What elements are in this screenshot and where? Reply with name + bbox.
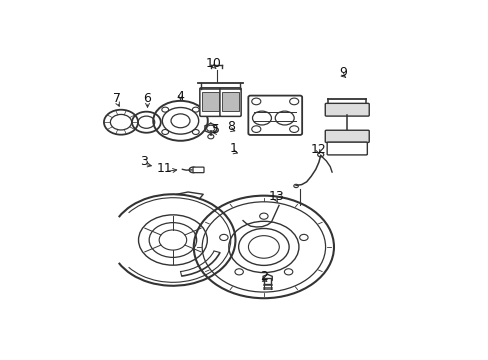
Bar [222, 92, 238, 111]
Text: 8: 8 [226, 120, 234, 133]
FancyBboxPatch shape [326, 142, 366, 155]
FancyBboxPatch shape [248, 96, 302, 135]
FancyBboxPatch shape [325, 103, 368, 116]
Text: 7: 7 [113, 92, 121, 105]
Text: 2: 2 [260, 270, 267, 283]
Text: 12: 12 [310, 143, 326, 156]
Text: 10: 10 [205, 57, 221, 69]
FancyBboxPatch shape [325, 130, 368, 143]
Text: 4: 4 [176, 90, 184, 103]
FancyBboxPatch shape [200, 88, 221, 116]
Text: 13: 13 [268, 190, 284, 203]
Text: 1: 1 [229, 142, 237, 155]
Text: 9: 9 [339, 66, 346, 79]
FancyBboxPatch shape [220, 88, 241, 116]
Text: 11: 11 [156, 162, 172, 175]
Text: 5: 5 [211, 123, 219, 136]
Text: 6: 6 [143, 92, 151, 105]
FancyBboxPatch shape [193, 167, 203, 173]
Bar [202, 92, 218, 111]
Text: 3: 3 [140, 154, 148, 167]
Bar [264, 278, 271, 284]
